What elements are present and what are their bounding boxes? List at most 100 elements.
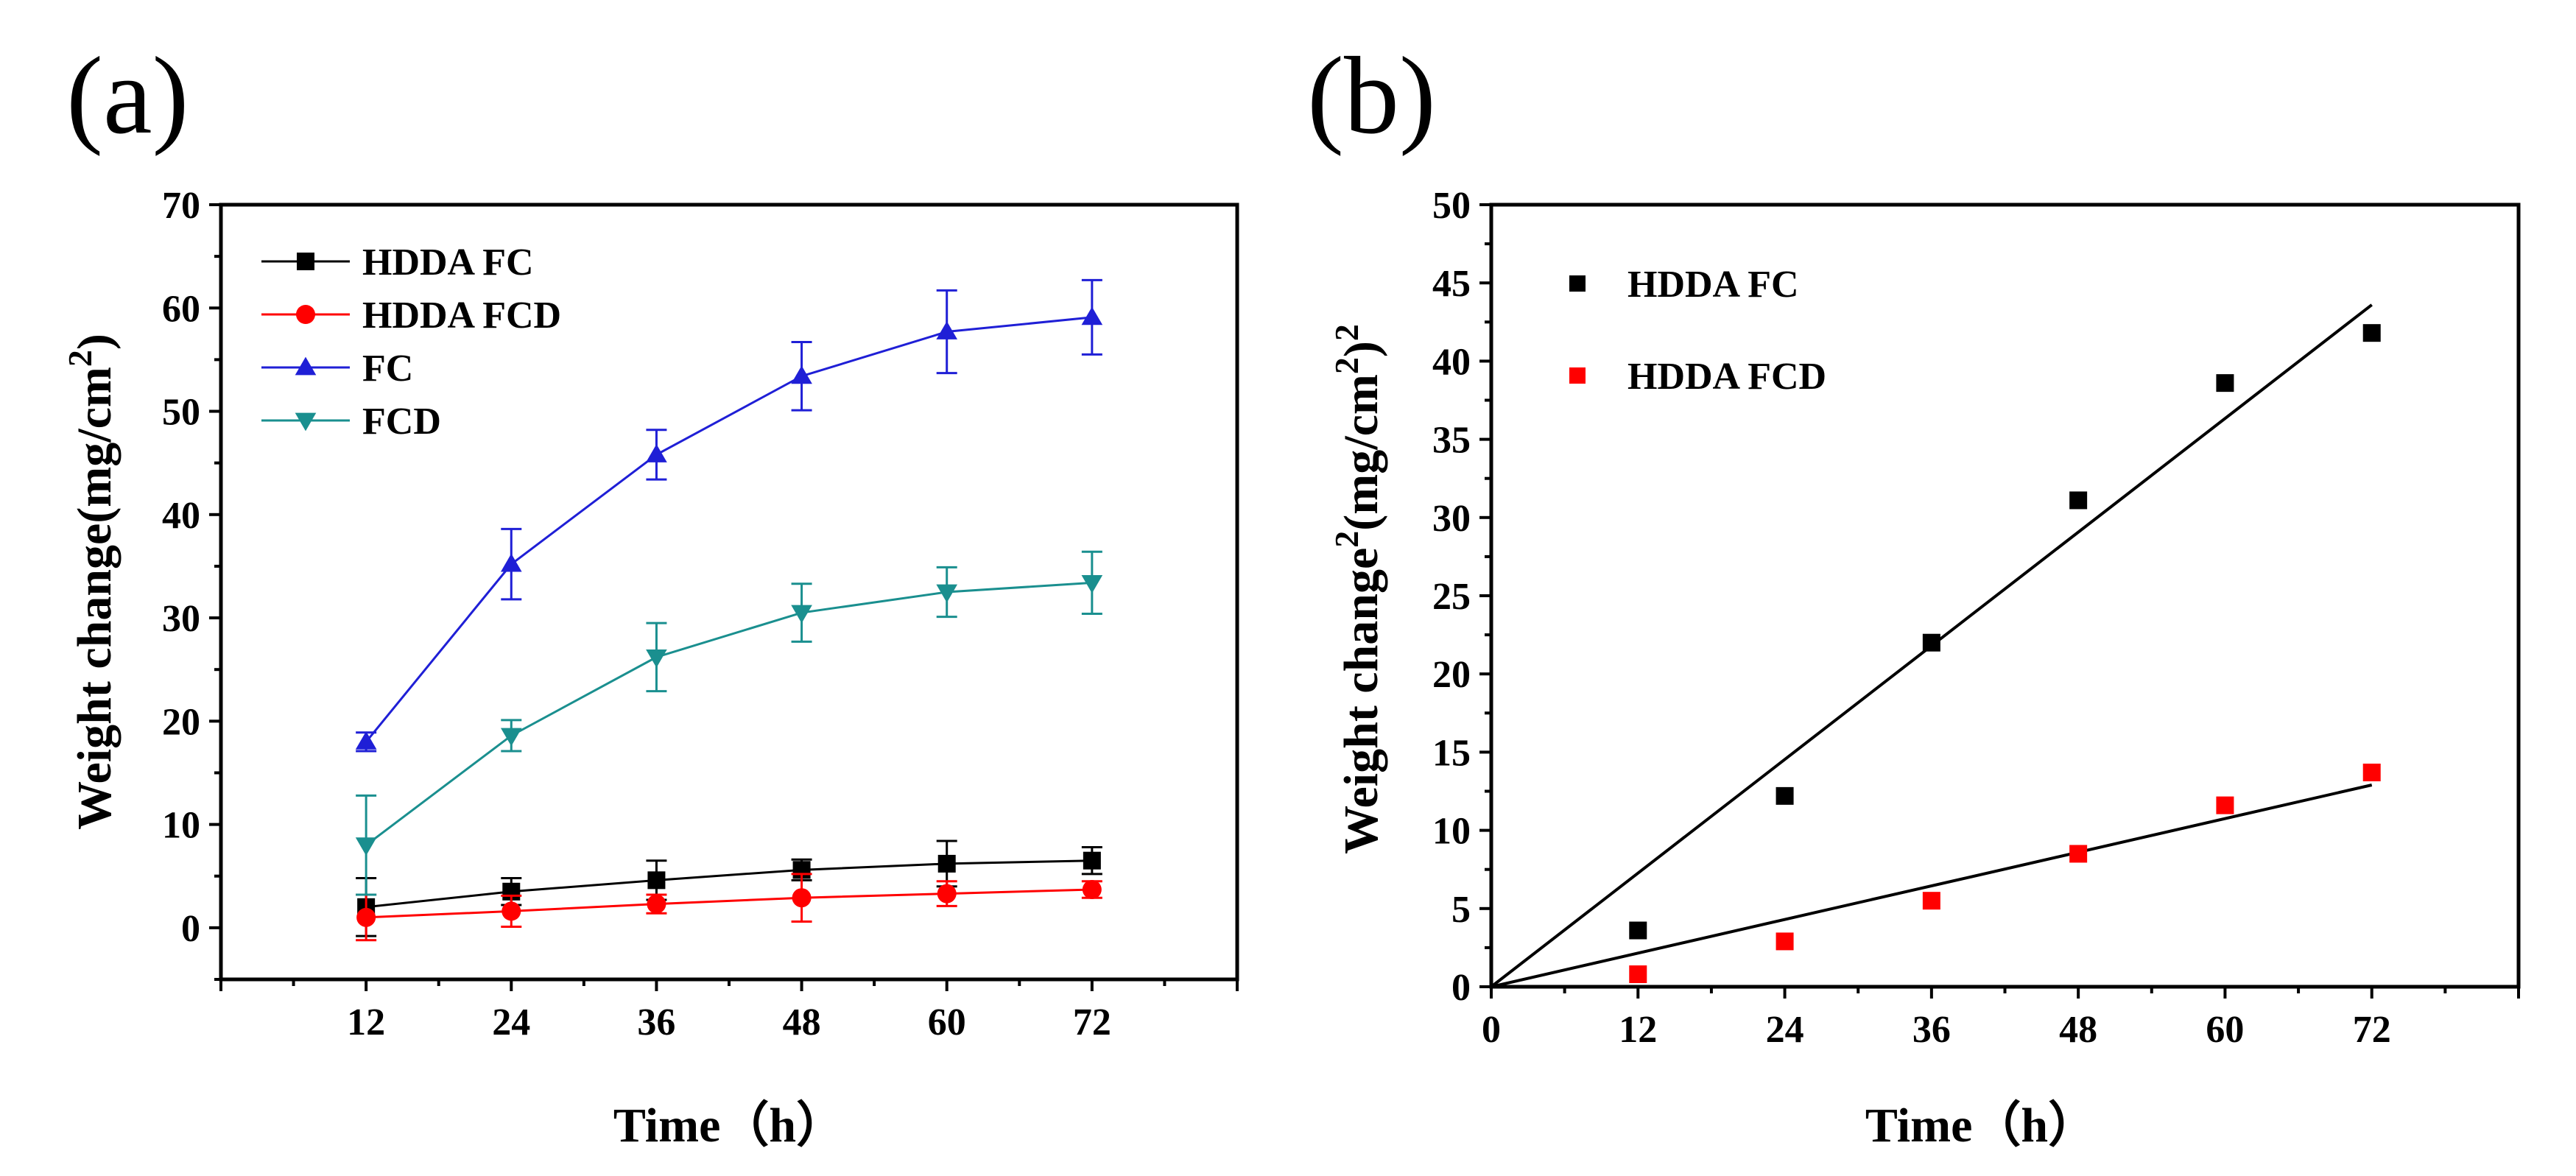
chart-b-ytick-label: 20 — [1432, 654, 1471, 696]
chart-b-ylabel-main: Weight change — [1334, 548, 1388, 854]
chart-b-xtick-label: 60 — [2206, 1009, 2244, 1051]
chart-a-xtick-label: 60 — [928, 1001, 966, 1043]
chart-a-ytick-label: 50 — [162, 392, 200, 434]
chart-a-ylabel-main: Weight change(mg/cm — [68, 367, 122, 830]
chart-a-xtick-label: 48 — [783, 1001, 821, 1043]
chart-a-legend-label: FCD — [362, 401, 441, 443]
chart-b-ylabel-close: ) — [1334, 341, 1388, 357]
chart-a-series-line — [365, 859, 1092, 909]
chart-b-ytick-label: 10 — [1432, 811, 1471, 853]
chart-b-legend-label: HDDA FC — [1627, 264, 1799, 306]
chart-a-series-1 — [356, 873, 1102, 942]
chart-b-ylabel-mid: (mg/cm — [1334, 374, 1388, 531]
chart-a-ylabel-close: ) — [68, 334, 122, 350]
chart-b-ylabel-sup3: 2 — [1328, 324, 1365, 341]
chart-a-legend: HDDA FC HDDA FCD FC FCD — [261, 242, 561, 443]
chart-b-point — [1629, 921, 1647, 940]
chart-a-xlabel: Time（h） — [613, 1098, 845, 1152]
chart-a-point — [1081, 306, 1103, 325]
chart-b-ytick-label: 35 — [1432, 420, 1471, 462]
chart-b-legend-marker — [1569, 367, 1586, 384]
chart-b-point — [2069, 491, 2088, 510]
chart-b-point — [1922, 633, 1940, 652]
chart-b-legend: HDDA FC HDDA FCD — [1569, 264, 1826, 398]
chart-b-point — [2216, 796, 2234, 814]
chart-a-point — [500, 728, 522, 747]
chart-b-ytick-label: 15 — [1432, 732, 1471, 774]
chart-b: 0 12 24 36 48 60 72 0 5 10 15 20 25 30 35 40 45 50 HDDA FC… — [1432, 185, 2521, 1051]
chart-a-point — [646, 444, 667, 462]
chart-b-series-1 — [1491, 764, 2381, 988]
chart-b-legend-label: HDDA FCD — [1627, 356, 1826, 398]
chart-a-point — [937, 854, 956, 873]
chart-b-ytick-label: 25 — [1432, 576, 1471, 618]
chart-a-point — [1082, 879, 1102, 899]
chart-a-point — [792, 888, 812, 908]
chart-a-series-3 — [355, 550, 1103, 896]
chart-a-ytick-label: 0 — [181, 908, 200, 950]
chart-a-series-line — [365, 581, 1092, 846]
chart-b-point — [2069, 845, 2088, 863]
chart-b-point — [1922, 892, 1940, 910]
chart-a-ytick-label: 60 — [162, 288, 200, 330]
chart-b-legend-marker — [1569, 275, 1586, 292]
chart-b-point — [2216, 374, 2234, 392]
chart-a-legend-label: FC — [362, 348, 413, 390]
chart-b-xtick-label: 0 — [1482, 1009, 1501, 1051]
chart-b-ytick-label: 45 — [1432, 263, 1471, 305]
chart-a-series-line — [365, 316, 1093, 743]
chart-a-xtick-label: 12 — [347, 1001, 385, 1043]
chart-b-ytick-label: 0 — [1451, 967, 1471, 1009]
chart-b-xtick-label: 24 — [1766, 1009, 1804, 1051]
chart-b-ytick-label: 5 — [1451, 889, 1471, 931]
chart-b-xtick-label: 72 — [2353, 1009, 2391, 1051]
chart-a-legend-marker — [296, 305, 315, 324]
chart-a-point — [356, 907, 376, 927]
chart-a-xtick-label: 72 — [1073, 1001, 1111, 1043]
chart-a-point — [647, 894, 666, 914]
chart-a-ytick-label: 10 — [162, 805, 200, 847]
chart-a-series-line — [366, 888, 1092, 919]
chart-a-series-2 — [355, 278, 1103, 753]
chart-a-xtick-label: 36 — [637, 1001, 675, 1043]
chart-a-ylabel: Weight change(mg/cm2) — [61, 334, 122, 830]
chart-a-ylabel-sup: 2 — [61, 350, 99, 367]
chart-b-point — [2362, 764, 2381, 782]
chart-a-point — [647, 871, 666, 890]
chart-a-point — [791, 365, 812, 384]
chart-a-point — [1081, 574, 1103, 594]
chart-a-legend-label: HDDA FCD — [362, 295, 561, 337]
chart-a-point — [937, 884, 957, 904]
chart-b-xtick-label: 48 — [2059, 1009, 2097, 1051]
chart-a-point — [355, 731, 377, 750]
chart-a-series-0 — [356, 839, 1102, 937]
chart-a-point — [936, 584, 958, 603]
chart-a-ytick-label: 70 — [162, 185, 200, 227]
chart-b-point — [1629, 965, 1647, 984]
chart-a-point — [355, 837, 377, 856]
chart-b-series-0 — [1490, 303, 2381, 988]
chart-b-ylabel-sup2: 2 — [1328, 357, 1365, 374]
chart-b-xlabel: Time（h） — [1865, 1098, 2097, 1152]
chart-a-ytick-label: 30 — [162, 598, 200, 640]
chart-b-point — [1776, 786, 1794, 805]
chart-b-xtick-label: 36 — [1912, 1009, 1951, 1051]
chart-b-fit-line — [1491, 784, 2373, 988]
chart-a-point — [791, 605, 812, 624]
chart-b-point — [2362, 324, 2381, 342]
chart-a-legend-marker — [295, 356, 317, 376]
chart-a-ytick-label: 20 — [162, 701, 200, 743]
chart-b-point — [1776, 932, 1794, 951]
chart-a-point — [646, 649, 667, 668]
chart-a-point — [936, 321, 958, 339]
chart-b-ylabel-sup1: 2 — [1328, 531, 1365, 548]
chart-a-legend-marker — [295, 412, 317, 432]
chart-a-point — [1083, 851, 1101, 870]
panel-label-a: (a) — [66, 35, 189, 157]
chart-b-ytick-label: 30 — [1432, 498, 1471, 540]
panel-label-b: (b) — [1307, 35, 1436, 157]
chart-a-legend-marker — [297, 253, 314, 270]
chart-b-ylabel: Weight change2(mg/cm2)2 — [1328, 324, 1388, 854]
